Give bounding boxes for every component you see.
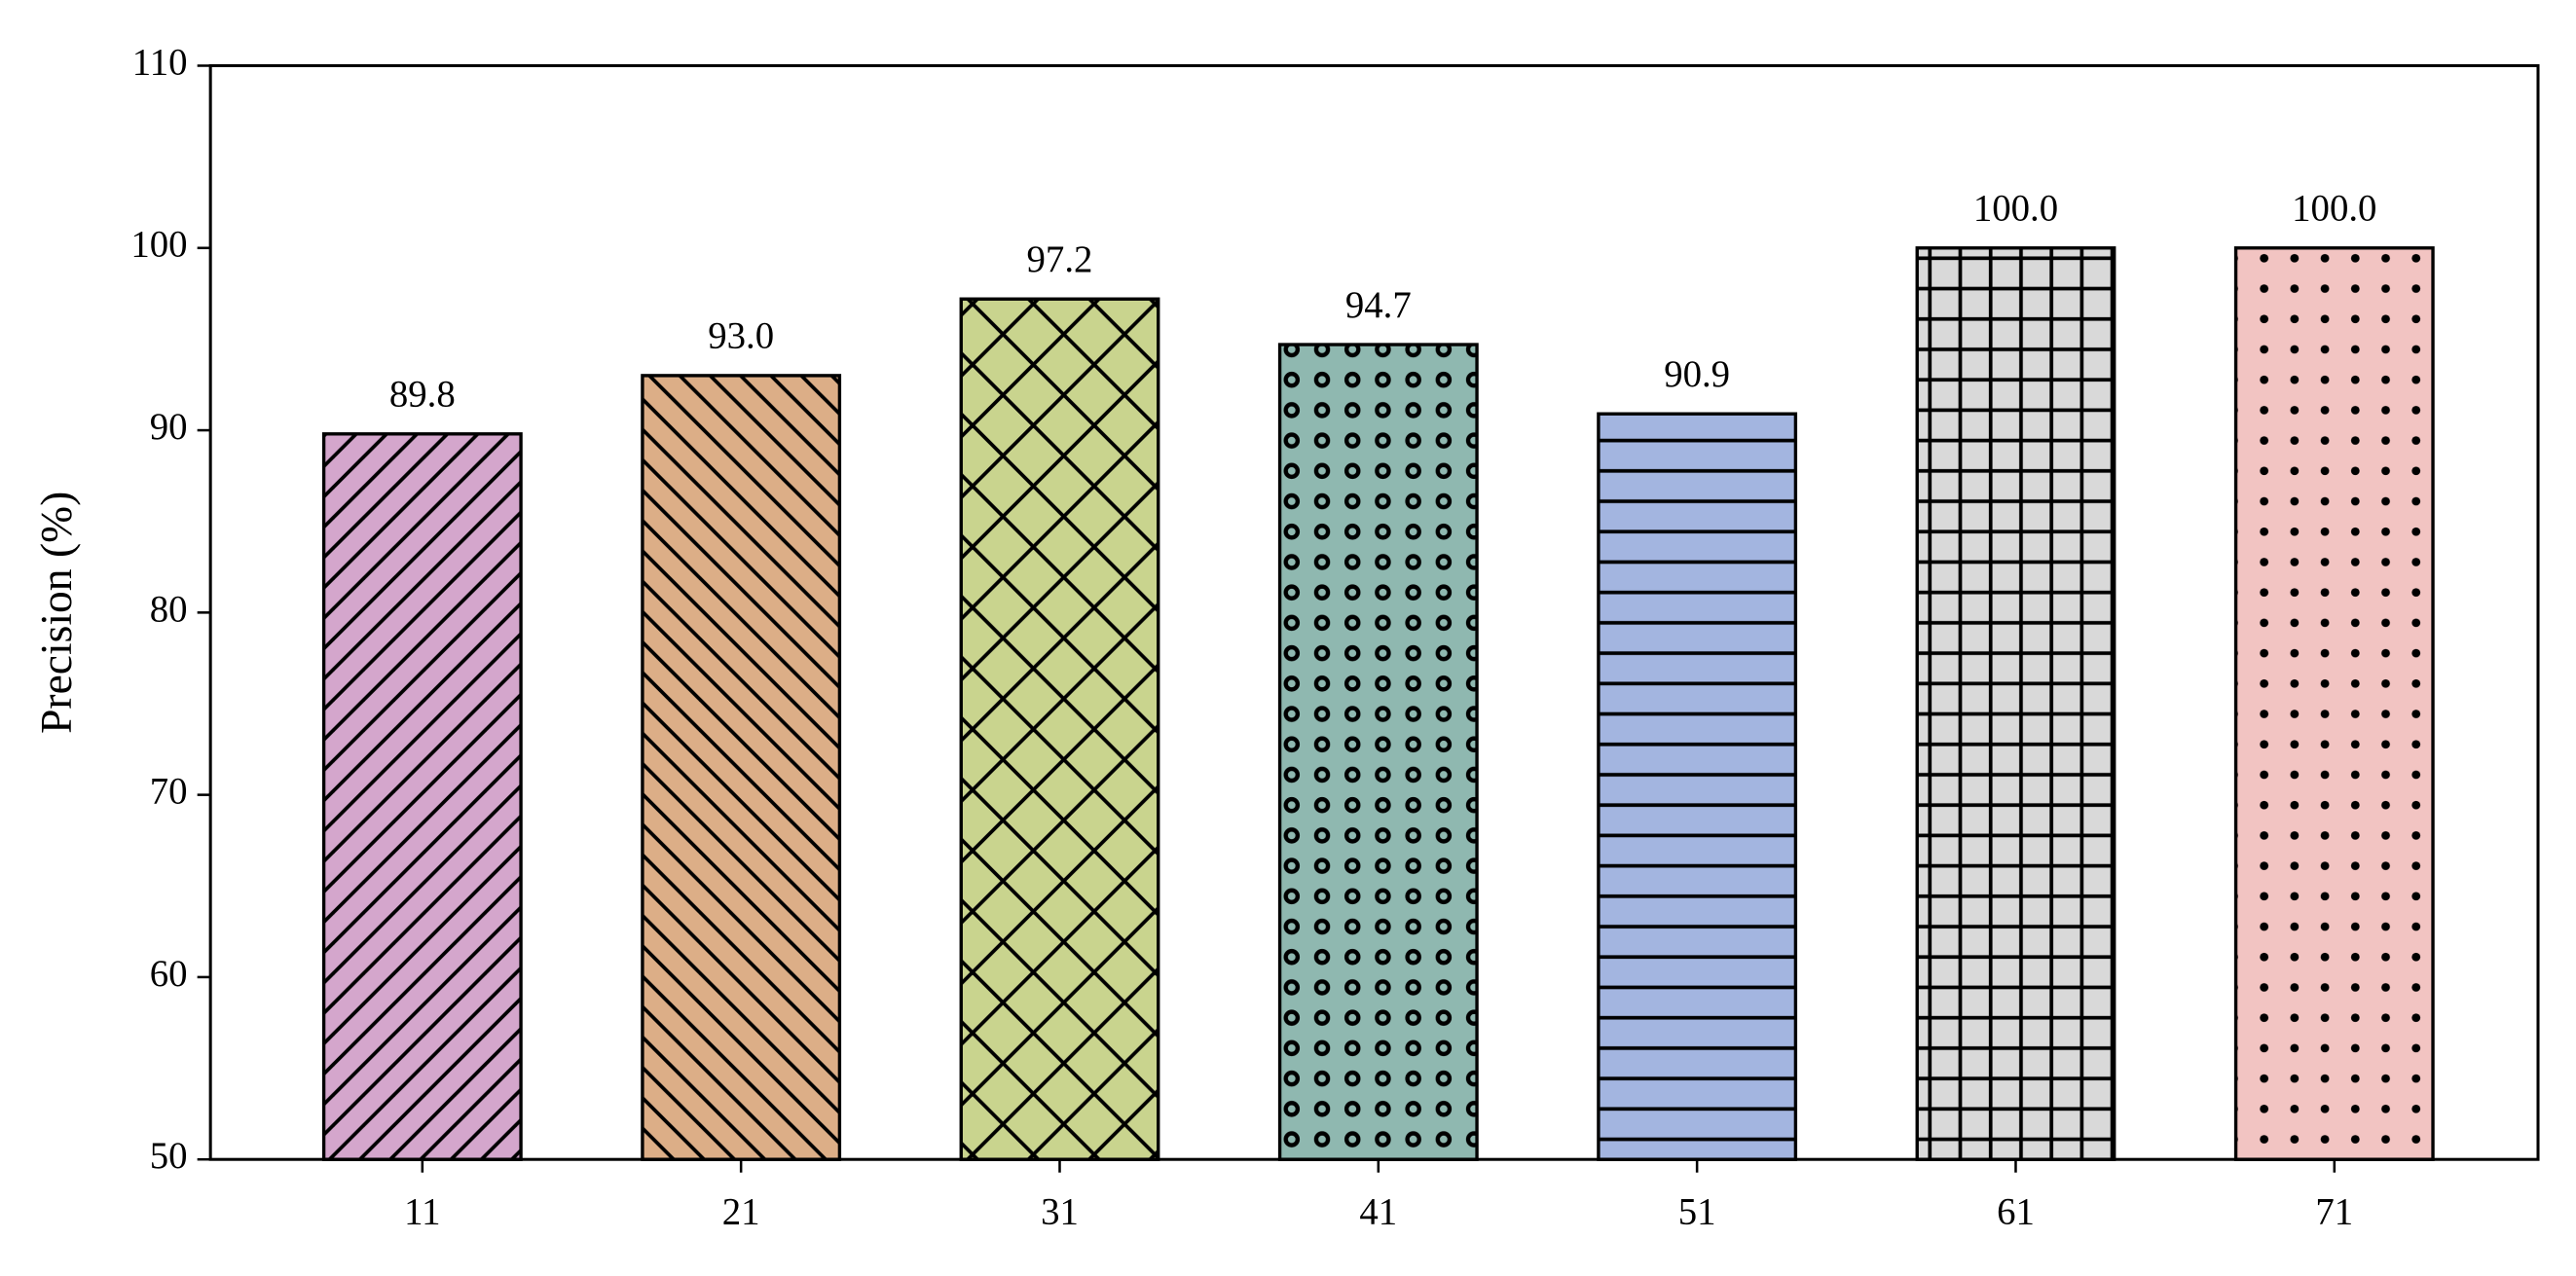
x-tick-label: 11 bbox=[404, 1190, 440, 1232]
bar bbox=[641, 374, 842, 1161]
bar bbox=[1597, 412, 1798, 1161]
bar bbox=[2233, 246, 2435, 1161]
y-tick-label: 80 bbox=[150, 588, 188, 630]
x-tick-label: 31 bbox=[1041, 1190, 1079, 1232]
y-axis-label: Precision (%) bbox=[31, 492, 81, 734]
x-tick-label: 61 bbox=[1997, 1190, 2035, 1232]
y-tick-label: 50 bbox=[150, 1135, 188, 1177]
y-tick-label: 70 bbox=[150, 771, 188, 813]
bar bbox=[321, 432, 523, 1161]
value-label: 89.8 bbox=[389, 374, 456, 416]
y-tick-label: 60 bbox=[150, 953, 188, 995]
value-label: 90.9 bbox=[1664, 353, 1730, 395]
bar bbox=[1277, 343, 1479, 1161]
x-tick-label: 71 bbox=[2315, 1190, 2353, 1232]
y-tick-label: 90 bbox=[150, 406, 188, 448]
plot-frame bbox=[208, 63, 2540, 1161]
bar bbox=[959, 297, 1160, 1161]
x-tick-label: 21 bbox=[722, 1190, 760, 1232]
value-label: 100.0 bbox=[2292, 188, 2376, 230]
bar bbox=[1915, 246, 2116, 1161]
x-tick-label: 51 bbox=[1678, 1190, 1716, 1232]
value-label: 97.2 bbox=[1027, 238, 1093, 280]
x-tick-label: 41 bbox=[1359, 1190, 1397, 1232]
value-label: 93.0 bbox=[708, 315, 774, 357]
y-tick-label: 110 bbox=[132, 41, 188, 83]
value-label: 100.0 bbox=[1973, 188, 2058, 230]
value-label: 94.7 bbox=[1345, 284, 1412, 326]
y-tick-label: 100 bbox=[130, 224, 187, 266]
